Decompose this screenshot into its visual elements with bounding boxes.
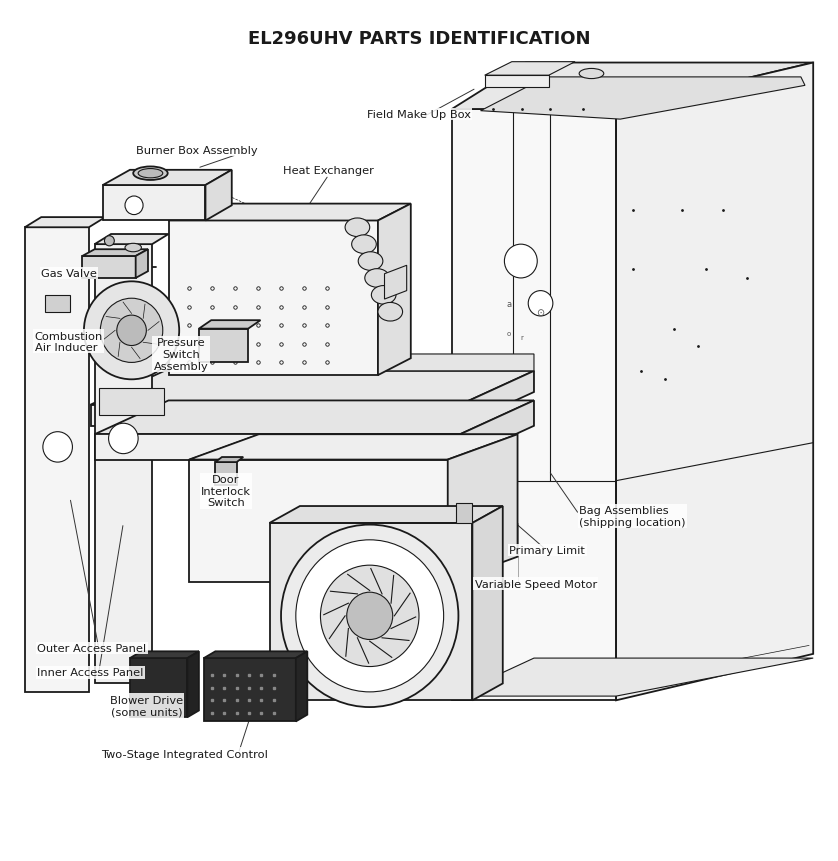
- Circle shape: [347, 592, 393, 640]
- Polygon shape: [215, 462, 236, 486]
- Polygon shape: [164, 355, 534, 371]
- Polygon shape: [189, 460, 447, 582]
- Polygon shape: [204, 652, 308, 659]
- Text: Door
Interlock
Switch: Door Interlock Switch: [201, 474, 251, 508]
- Text: Field Make Up Box: Field Make Up Box: [367, 110, 471, 120]
- Text: Bag Assemblies
(shipping location): Bag Assemblies (shipping location): [579, 505, 685, 527]
- Polygon shape: [473, 506, 503, 701]
- Polygon shape: [460, 371, 534, 426]
- Circle shape: [116, 316, 147, 346]
- Polygon shape: [270, 523, 473, 701]
- Polygon shape: [385, 266, 406, 300]
- Polygon shape: [452, 64, 813, 110]
- Circle shape: [105, 237, 114, 246]
- Polygon shape: [82, 257, 136, 279]
- Text: Two-Stage Integrated Control: Two-Stage Integrated Control: [101, 749, 268, 759]
- Text: Heat Exchanger: Heat Exchanger: [283, 165, 374, 176]
- Text: Combustion
Air Inducer: Combustion Air Inducer: [34, 331, 103, 353]
- Polygon shape: [136, 250, 148, 279]
- Circle shape: [43, 432, 72, 462]
- Polygon shape: [168, 221, 378, 375]
- Polygon shape: [25, 218, 106, 228]
- Polygon shape: [130, 652, 199, 659]
- Polygon shape: [616, 64, 813, 701]
- Polygon shape: [199, 329, 248, 363]
- Circle shape: [504, 245, 537, 279]
- Polygon shape: [296, 652, 308, 722]
- Text: Burner Box Assembly: Burner Box Assembly: [137, 146, 258, 156]
- Polygon shape: [45, 295, 70, 313]
- Polygon shape: [189, 435, 518, 460]
- Polygon shape: [447, 435, 518, 582]
- Circle shape: [528, 291, 553, 317]
- Polygon shape: [204, 659, 296, 722]
- Ellipse shape: [345, 219, 370, 238]
- Polygon shape: [456, 504, 473, 523]
- Polygon shape: [484, 76, 549, 88]
- Polygon shape: [130, 659, 188, 717]
- Ellipse shape: [358, 252, 383, 271]
- Polygon shape: [25, 228, 89, 692]
- Polygon shape: [103, 170, 232, 186]
- Polygon shape: [95, 245, 153, 684]
- Text: EL296UHV PARTS IDENTIFICATION: EL296UHV PARTS IDENTIFICATION: [248, 29, 590, 47]
- Circle shape: [320, 566, 419, 666]
- Ellipse shape: [365, 269, 390, 288]
- Polygon shape: [480, 77, 805, 120]
- Polygon shape: [95, 435, 460, 460]
- Ellipse shape: [133, 167, 168, 181]
- Text: Inner Access Panel: Inner Access Panel: [37, 667, 143, 678]
- Text: Blower Drive
(some units): Blower Drive (some units): [110, 695, 183, 716]
- Polygon shape: [189, 435, 518, 460]
- Polygon shape: [199, 321, 261, 329]
- Polygon shape: [484, 63, 575, 76]
- Ellipse shape: [371, 286, 396, 305]
- Polygon shape: [91, 371, 534, 406]
- Polygon shape: [215, 457, 243, 462]
- Polygon shape: [168, 204, 411, 221]
- Text: o: o: [506, 331, 510, 337]
- Text: r: r: [520, 335, 523, 341]
- Polygon shape: [270, 506, 503, 523]
- Circle shape: [84, 282, 179, 380]
- Polygon shape: [205, 170, 232, 221]
- Polygon shape: [378, 204, 411, 375]
- Polygon shape: [99, 388, 164, 415]
- Ellipse shape: [138, 170, 163, 178]
- Text: Primary Limit: Primary Limit: [510, 545, 585, 555]
- Text: ⊙: ⊙: [536, 307, 545, 318]
- Circle shape: [109, 424, 138, 454]
- Circle shape: [101, 299, 163, 363]
- Polygon shape: [452, 110, 616, 701]
- Polygon shape: [95, 401, 534, 435]
- Text: a: a: [507, 300, 512, 308]
- Text: Pressure
Switch
Assembly: Pressure Switch Assembly: [153, 338, 208, 371]
- Ellipse shape: [579, 70, 603, 79]
- Polygon shape: [95, 235, 168, 245]
- Text: Variable Speed Motor: Variable Speed Motor: [475, 579, 597, 589]
- Polygon shape: [188, 652, 199, 717]
- Ellipse shape: [125, 197, 143, 215]
- Polygon shape: [103, 186, 205, 221]
- Text: Gas Valve: Gas Valve: [41, 269, 97, 279]
- Polygon shape: [82, 250, 148, 257]
- Polygon shape: [452, 659, 813, 697]
- Circle shape: [281, 525, 458, 707]
- Ellipse shape: [511, 71, 548, 84]
- Polygon shape: [460, 401, 534, 460]
- Ellipse shape: [378, 303, 402, 322]
- Ellipse shape: [125, 244, 142, 252]
- Circle shape: [296, 540, 443, 692]
- Polygon shape: [91, 406, 460, 426]
- Text: Outer Access Panel: Outer Access Panel: [37, 643, 147, 653]
- Ellipse shape: [352, 236, 376, 254]
